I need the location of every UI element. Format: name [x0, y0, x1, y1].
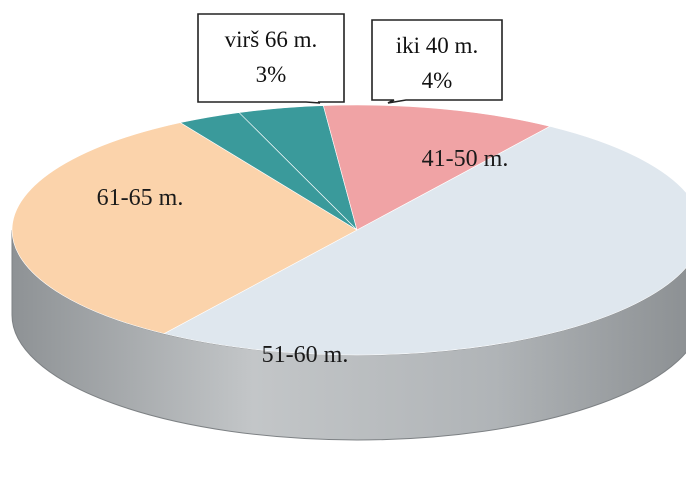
slice-label-51-60-m: 51-60 m. [262, 342, 349, 368]
callout-iki-40-m: iki 40 m. 4% [371, 19, 503, 104]
callout-vir-66-m: virš 66 m. 3% [197, 13, 345, 104]
slice-label-61-65-m: 61-65 m. [97, 185, 184, 211]
callout-value: 3% [256, 62, 287, 87]
pie-labels: 41-50 m. 51-60 m. 61-65 m. [97, 146, 509, 368]
callout-label: iki 40 m. [396, 33, 478, 58]
pie-slice-61-65-m [11, 122, 358, 334]
slice-label-41-50-m: 41-50 m. [422, 146, 509, 172]
callout-value: 4% [422, 68, 453, 93]
callout-label: virš 66 m. [225, 27, 318, 52]
pie-top [11, 104, 686, 356]
callout-box [197, 13, 345, 104]
pie-callouts: virš 66 m. 3% iki 40 m. 4% [197, 13, 503, 104]
callout-box [371, 19, 503, 104]
pie-slice-41-50-m [322, 104, 551, 231]
pie-slice-vir-66-m [179, 112, 358, 231]
pie-slice-51-60-m [163, 126, 686, 356]
